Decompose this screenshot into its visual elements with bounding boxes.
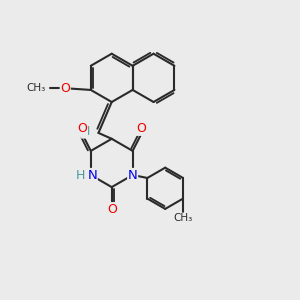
Text: O: O (78, 122, 88, 135)
Text: H: H (76, 169, 85, 182)
Text: CH₃: CH₃ (26, 83, 45, 94)
Text: N: N (128, 169, 137, 182)
Text: H: H (81, 125, 90, 138)
Text: O: O (60, 82, 70, 95)
Text: O: O (107, 203, 117, 216)
Text: N: N (87, 169, 97, 182)
Text: O: O (136, 122, 146, 135)
Text: CH₃: CH₃ (173, 213, 193, 223)
